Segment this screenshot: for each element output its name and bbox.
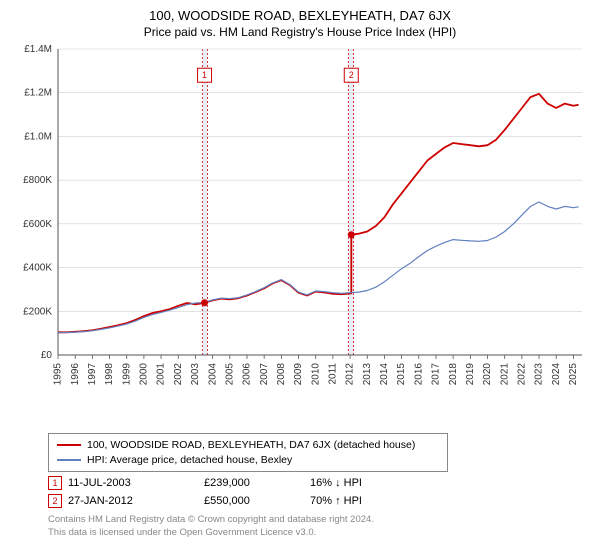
sale-diff-2: 70% ↑ HPI <box>310 495 410 507</box>
svg-text:2005: 2005 <box>224 363 235 386</box>
svg-text:2016: 2016 <box>413 363 424 386</box>
svg-text:2011: 2011 <box>328 363 339 385</box>
sale-price-1: £239,000 <box>204 477 304 489</box>
svg-text:2007: 2007 <box>259 363 270 386</box>
footer: Contains HM Land Registry data © Crown c… <box>48 514 592 539</box>
legend-row-hpi: HPI: Average price, detached house, Bexl… <box>57 453 439 468</box>
svg-text:2003: 2003 <box>190 363 201 386</box>
svg-text:2015: 2015 <box>396 363 407 386</box>
svg-text:2: 2 <box>349 70 354 80</box>
svg-text:2000: 2000 <box>139 363 150 386</box>
svg-text:1995: 1995 <box>53 363 64 386</box>
svg-text:£800K: £800K <box>23 175 52 186</box>
svg-text:1999: 1999 <box>121 363 132 386</box>
svg-text:2018: 2018 <box>448 363 459 386</box>
svg-text:1996: 1996 <box>70 363 81 386</box>
sale-marker-1: 1 <box>48 476 62 490</box>
sale-marker-2: 2 <box>48 494 62 508</box>
svg-text:2022: 2022 <box>517 363 528 386</box>
svg-text:2023: 2023 <box>534 363 545 386</box>
svg-text:2013: 2013 <box>362 363 373 386</box>
svg-text:1: 1 <box>202 70 207 80</box>
sale-price-2: £550,000 <box>204 495 304 507</box>
svg-text:2025: 2025 <box>568 363 579 386</box>
legend-label-property: 100, WOODSIDE ROAD, BEXLEYHEATH, DA7 6JX… <box>87 438 415 453</box>
svg-text:2020: 2020 <box>482 363 493 386</box>
svg-text:1998: 1998 <box>104 363 115 386</box>
svg-text:2006: 2006 <box>242 363 253 386</box>
legend: 100, WOODSIDE ROAD, BEXLEYHEATH, DA7 6JX… <box>48 433 448 472</box>
svg-text:2010: 2010 <box>310 363 321 386</box>
svg-text:£600K: £600K <box>23 219 52 230</box>
svg-text:£400K: £400K <box>23 263 52 274</box>
footer-line-1: Contains HM Land Registry data © Crown c… <box>48 514 592 526</box>
sale-date-2: 27-JAN-2012 <box>68 495 198 507</box>
legend-row-property: 100, WOODSIDE ROAD, BEXLEYHEATH, DA7 6JX… <box>57 438 439 453</box>
svg-text:£1.4M: £1.4M <box>24 45 52 55</box>
sale-date-1: 11-JUL-2003 <box>68 477 198 489</box>
sale-row-2: 2 27-JAN-2012 £550,000 70% ↑ HPI <box>48 494 592 508</box>
price-chart: £0 £200K £400K £600K £800K £1.0M £1.2M £1.4M 199… <box>8 45 592 427</box>
chart-svg: £0 £200K £400K £600K £800K £1.0M £1.2M £1.4M 199… <box>8 45 592 427</box>
chart-container: 100, WOODSIDE ROAD, BEXLEYHEATH, DA7 6JX… <box>0 0 600 543</box>
svg-text:£1.0M: £1.0M <box>24 131 52 142</box>
svg-text:2019: 2019 <box>465 363 476 386</box>
svg-text:2001: 2001 <box>156 363 167 386</box>
svg-text:2004: 2004 <box>207 363 218 386</box>
svg-text:£0: £0 <box>41 350 53 361</box>
svg-text:2024: 2024 <box>551 363 562 386</box>
footer-line-2: This data is licensed under the Open Gov… <box>48 527 592 539</box>
sale-row-1: 1 11-JUL-2003 £239,000 16% ↓ HPI <box>48 476 592 490</box>
legend-swatch-hpi <box>57 459 81 461</box>
svg-text:2009: 2009 <box>293 363 304 386</box>
svg-text:2014: 2014 <box>379 363 390 386</box>
svg-text:2017: 2017 <box>431 363 442 386</box>
subtitle: Price paid vs. HM Land Registry's House … <box>8 25 592 39</box>
svg-text:1997: 1997 <box>87 363 98 386</box>
svg-text:2008: 2008 <box>276 363 287 386</box>
legend-label-hpi: HPI: Average price, detached house, Bexl… <box>87 453 292 468</box>
svg-text:2002: 2002 <box>173 363 184 386</box>
svg-text:2021: 2021 <box>499 363 510 386</box>
svg-text:£1.2M: £1.2M <box>24 88 52 99</box>
legend-swatch-property <box>57 444 81 446</box>
svg-text:£200K: £200K <box>23 306 52 317</box>
title: 100, WOODSIDE ROAD, BEXLEYHEATH, DA7 6JX <box>8 8 592 23</box>
sale-diff-1: 16% ↓ HPI <box>310 477 410 489</box>
svg-text:2012: 2012 <box>345 363 356 386</box>
